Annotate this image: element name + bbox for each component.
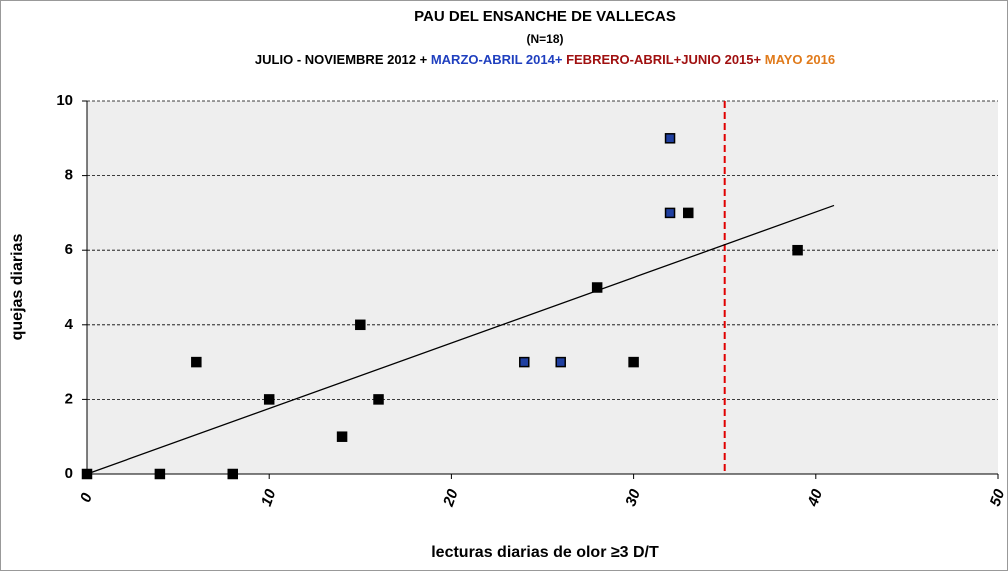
x-tick-label: 20 bbox=[440, 486, 462, 509]
period-segment: MARZO-ABRIL 2014+ bbox=[431, 52, 566, 67]
y-tick-label: 2 bbox=[65, 390, 73, 407]
trendline bbox=[86, 204, 835, 475]
y-tick-label: 10 bbox=[56, 92, 73, 109]
y-axis-label: quejas diarias bbox=[9, 234, 26, 341]
chart-title: PAU DEL ENSANCHE DE VALLECAS bbox=[414, 8, 676, 25]
point bbox=[154, 468, 166, 480]
period-segment: FEBRERO-ABRIL+JUNIO 2015+ bbox=[566, 52, 765, 67]
period-line: JULIO - NOVIEMBRE 2012 + MARZO-ABRIL 201… bbox=[255, 52, 835, 67]
point bbox=[227, 468, 239, 480]
x-tick-label: 40 bbox=[804, 486, 826, 509]
y-tick-label: 6 bbox=[65, 241, 73, 258]
point bbox=[664, 207, 676, 219]
point bbox=[683, 207, 694, 219]
y-tick-label: 4 bbox=[65, 316, 74, 333]
x-tick-label: 10 bbox=[258, 486, 280, 508]
point bbox=[519, 356, 530, 368]
point bbox=[81, 468, 93, 480]
point bbox=[591, 282, 603, 293]
point bbox=[373, 394, 384, 405]
point bbox=[555, 356, 566, 368]
y-tick-label: 8 bbox=[65, 167, 73, 184]
point bbox=[664, 133, 676, 144]
period-segment: JULIO - NOVIEMBRE 2012 + bbox=[255, 52, 431, 67]
point bbox=[355, 319, 366, 331]
plot-area bbox=[87, 101, 998, 474]
x-axis-label: lecturas diarias de olor ≥3 D/T bbox=[431, 544, 659, 561]
point bbox=[336, 431, 348, 442]
point bbox=[263, 394, 275, 405]
point bbox=[191, 356, 202, 368]
point bbox=[792, 244, 803, 256]
x-tick-label: 30 bbox=[622, 486, 644, 508]
point bbox=[628, 356, 639, 368]
y-tick-label: 0 bbox=[65, 465, 73, 482]
x-tick-label: 50 bbox=[987, 486, 1008, 508]
chart-subtitle: (N=18) bbox=[526, 32, 563, 46]
period-segment: MAYO 2016 bbox=[765, 52, 835, 67]
